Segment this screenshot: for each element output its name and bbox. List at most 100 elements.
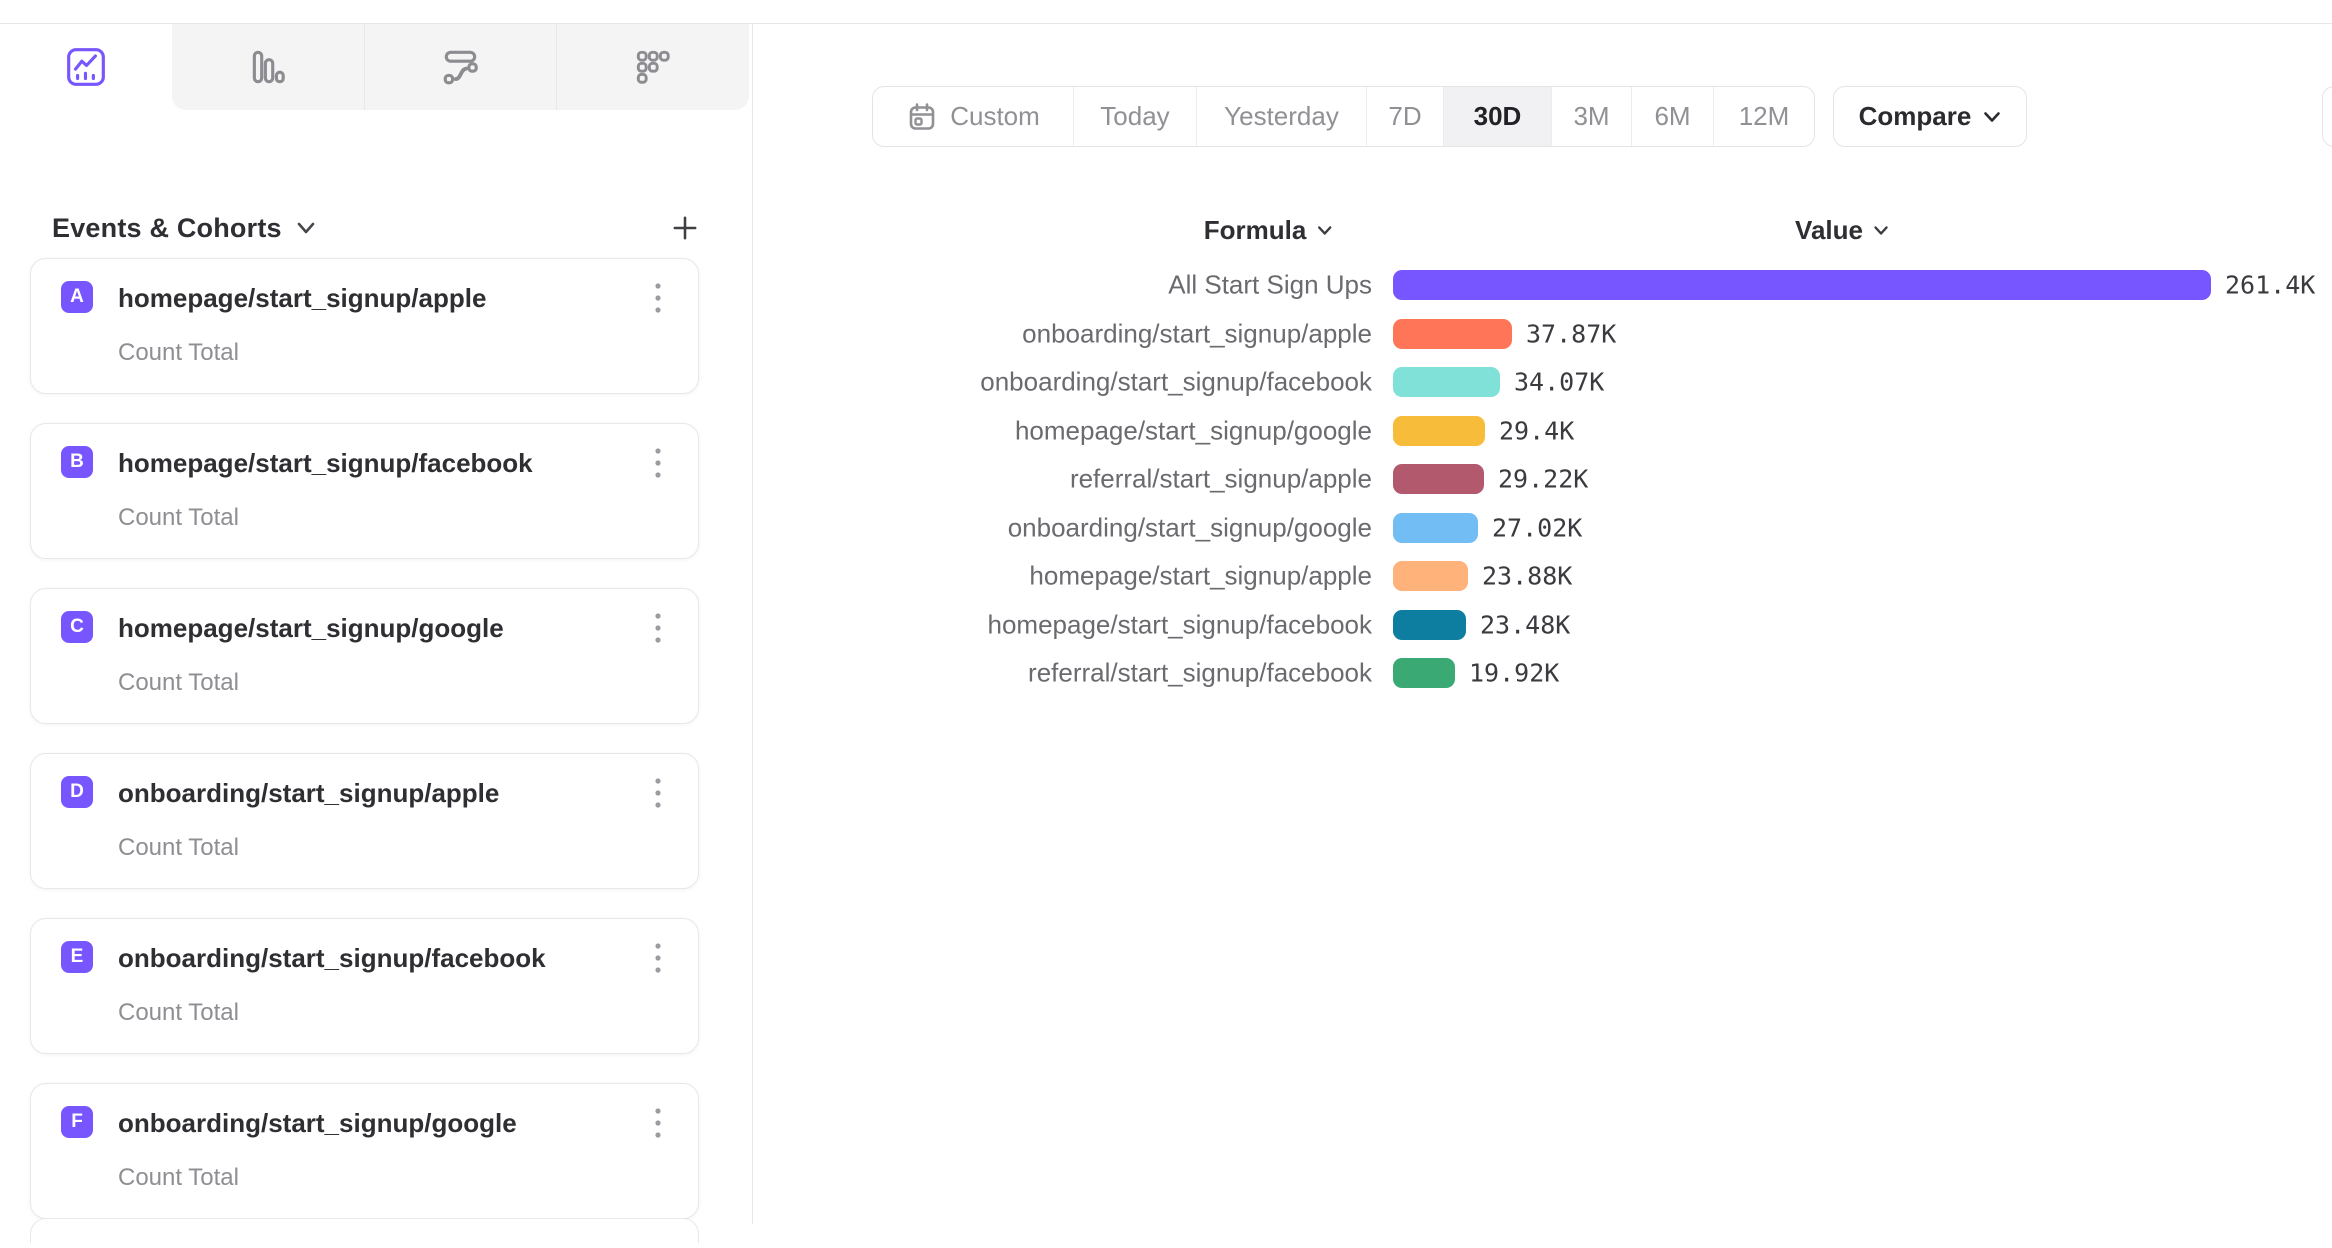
plus-icon	[673, 216, 697, 240]
bar[interactable]	[1393, 318, 1512, 349]
events-cohorts-chevron[interactable]	[296, 221, 316, 235]
event-menu-button[interactable]	[644, 941, 672, 975]
formula-column-header[interactable]: Formula	[1204, 212, 1333, 248]
add-event-button[interactable]	[670, 213, 700, 243]
bar-chart: All Start Sign Ups 261.4K onboarding/start…	[0, 261, 2332, 698]
event-menu-button[interactable]	[644, 776, 672, 810]
event-metric[interactable]: Count Total	[118, 669, 239, 696]
chart-row: homepage/start_signup/facebook 23.48K	[0, 601, 2332, 650]
event-badge: B	[61, 446, 93, 478]
bar[interactable]	[1393, 367, 1500, 398]
tab-bar-chart[interactable]	[172, 24, 364, 110]
compare-button[interactable]: Compare	[1833, 86, 2027, 147]
bar-label: onboarding/start_signup/apple	[1022, 318, 1372, 349]
bar[interactable]	[1393, 512, 1478, 543]
date-range-6m[interactable]: 6M	[1631, 87, 1713, 146]
chart-row: onboarding/start_signup/google 27.02K	[0, 504, 2332, 553]
date-range-label: 12M	[1738, 101, 1790, 131]
value-header-label: Value	[1795, 214, 1863, 245]
kebab-menu-icon	[655, 448, 661, 478]
event-name: onboarding/start_signup/google	[118, 1108, 517, 1138]
date-range-12m[interactable]: 12M	[1713, 87, 1814, 146]
event-metric[interactable]: Count Total	[118, 834, 239, 861]
bar-label: referral/start_signup/facebook	[1028, 657, 1372, 688]
date-range-3m[interactable]: 3M	[1551, 87, 1631, 146]
event-name: onboarding/start_signup/apple	[118, 778, 500, 808]
bar[interactable]	[1393, 561, 1468, 592]
chart-row: homepage/start_signup/apple 23.88K	[0, 552, 2332, 601]
date-range-7d[interactable]: 7D	[1366, 87, 1443, 146]
kebab-menu-icon	[655, 613, 661, 643]
bar-label: homepage/start_signup/google	[1014, 415, 1372, 446]
date-range-label: Custom	[950, 101, 1040, 131]
date-range-label: 7D	[1388, 101, 1422, 131]
chart-row: onboarding/start_signup/apple 37.87K	[0, 310, 2332, 359]
flows-icon	[443, 50, 478, 85]
chevron-down-icon	[1317, 225, 1331, 235]
formula-header-label: Formula	[1203, 214, 1307, 245]
bar-label: onboarding/start_signup/google	[1007, 512, 1372, 543]
bar-value: 29.22K	[1498, 464, 1589, 494]
bar-label: homepage/start_signup/facebook	[987, 609, 1373, 640]
event-menu-button[interactable]	[644, 1106, 672, 1140]
event-badge: E	[61, 941, 93, 973]
event-metric[interactable]: Count Total	[118, 999, 239, 1026]
clipped-right-button[interactable]	[2322, 86, 2332, 147]
date-range-label: Yesterday	[1224, 101, 1339, 131]
bar[interactable]	[1393, 464, 1484, 495]
date-range-yesterday[interactable]: Yesterday	[1196, 87, 1366, 146]
retention-grid-icon	[637, 50, 670, 84]
bar-value: 23.88K	[1482, 561, 1573, 591]
bar-label: onboarding/start_signup/facebook	[980, 366, 1372, 397]
date-range-label: 30D	[1473, 101, 1522, 131]
date-range-selector: Custom Today Yesterday 7D 30D 3M 6M 12M	[872, 86, 1815, 147]
event-metric[interactable]: Count Total	[118, 504, 239, 531]
date-range-label: 3M	[1573, 101, 1610, 131]
bar[interactable]	[1393, 270, 2211, 301]
events-cohorts-title: Events & Cohorts	[52, 212, 282, 243]
bar-label: homepage/start_signup/apple	[1029, 560, 1372, 591]
event-metric[interactable]: Count Total	[118, 339, 239, 366]
calendar-icon	[909, 102, 935, 130]
kebab-menu-icon	[655, 1108, 661, 1138]
value-column-header[interactable]: Value	[1795, 212, 1889, 248]
event-menu-button[interactable]	[644, 281, 672, 315]
chart-row: homepage/start_signup/google 29.4K	[0, 407, 2332, 456]
date-range-30d[interactable]: 30D	[1443, 87, 1551, 146]
bar-label: All Start Sign Ups	[1168, 269, 1372, 300]
bar[interactable]	[1393, 658, 1455, 689]
event-menu-button[interactable]	[644, 611, 672, 645]
bar-value: 27.02K	[1492, 513, 1583, 543]
chevron-down-icon	[297, 222, 315, 234]
bar[interactable]	[1393, 609, 1466, 640]
bar-label: referral/start_signup/apple	[1069, 463, 1372, 494]
events-cohorts-header: Events & Cohorts	[52, 200, 700, 256]
date-range-custom[interactable]: Custom	[873, 87, 1073, 146]
event-metric[interactable]: Count Total	[118, 1164, 239, 1191]
event-badge: F	[61, 1106, 93, 1138]
date-range-today[interactable]: Today	[1073, 87, 1196, 146]
tab-insights-line[interactable]	[0, 24, 172, 110]
chart-row: referral/start_signup/facebook 19.92K	[0, 649, 2332, 698]
event-menu-button[interactable]	[644, 446, 672, 480]
bar[interactable]	[1393, 415, 1485, 446]
top-divider	[0, 0, 2332, 24]
bar-value: 29.4K	[1499, 416, 1575, 446]
chart-row: All Start Sign Ups 261.4K	[0, 261, 2332, 310]
bar-value: 23.48K	[1480, 610, 1571, 640]
tab-retention[interactable]	[556, 24, 749, 110]
next-card-peek	[30, 1218, 699, 1243]
line-chart-icon	[67, 48, 105, 86]
chart-row: referral/start_signup/apple 29.22K	[0, 455, 2332, 504]
tab-flows[interactable]	[363, 24, 557, 110]
event-name: homepage/start_signup/google	[118, 613, 504, 643]
event-name: homepage/start_signup/facebook	[118, 448, 533, 478]
event-badge: A	[61, 281, 93, 313]
